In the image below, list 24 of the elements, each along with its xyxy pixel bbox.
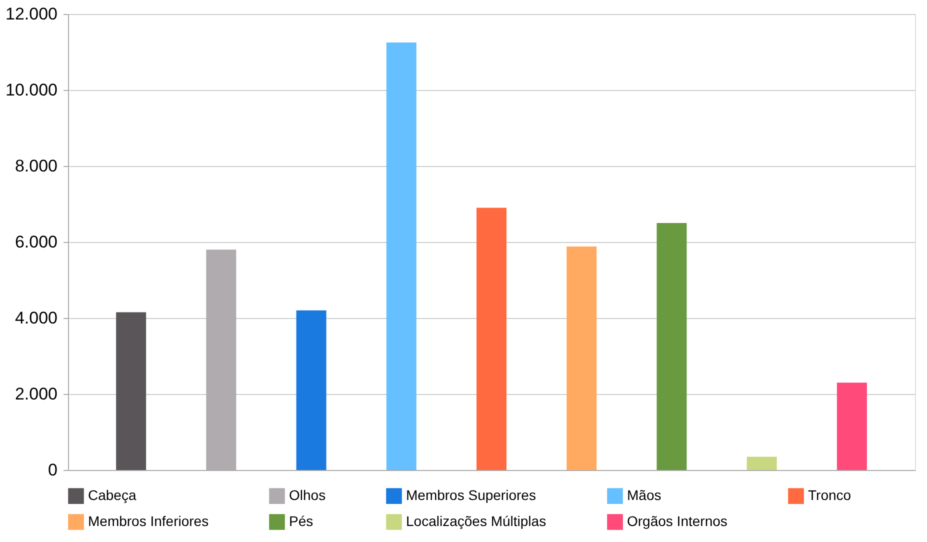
y-tick-label: 12.000 — [6, 4, 58, 24]
legend-label: Tronco — [808, 487, 852, 504]
bar — [386, 42, 416, 470]
bar — [836, 382, 867, 470]
y-tick-label: 0 — [48, 460, 58, 480]
bar — [476, 208, 506, 470]
y-tick-label: 6.000 — [14, 232, 58, 252]
legend-label: Membros Inferiores — [88, 513, 209, 529]
bar — [296, 310, 326, 470]
y-tick-label: 4.000 — [14, 308, 58, 328]
legend-label: Localizações Múltiplas — [406, 513, 546, 529]
legend-label: Orgãos Internos — [627, 513, 728, 529]
legend-label: Olhos — [289, 487, 326, 504]
legend-label: Membros Superiores — [406, 487, 536, 504]
legend-label: Cabeça — [88, 487, 136, 504]
bar — [116, 312, 146, 470]
y-tick-label: 10.000 — [6, 80, 58, 100]
bar — [746, 456, 777, 470]
bar — [566, 246, 597, 470]
legend-label: Mãos — [627, 487, 662, 504]
bar — [656, 223, 687, 470]
y-tick-label: 2.000 — [14, 384, 58, 404]
y-tick-label: 8.000 — [14, 156, 58, 176]
legend-label: Pés — [289, 513, 314, 529]
